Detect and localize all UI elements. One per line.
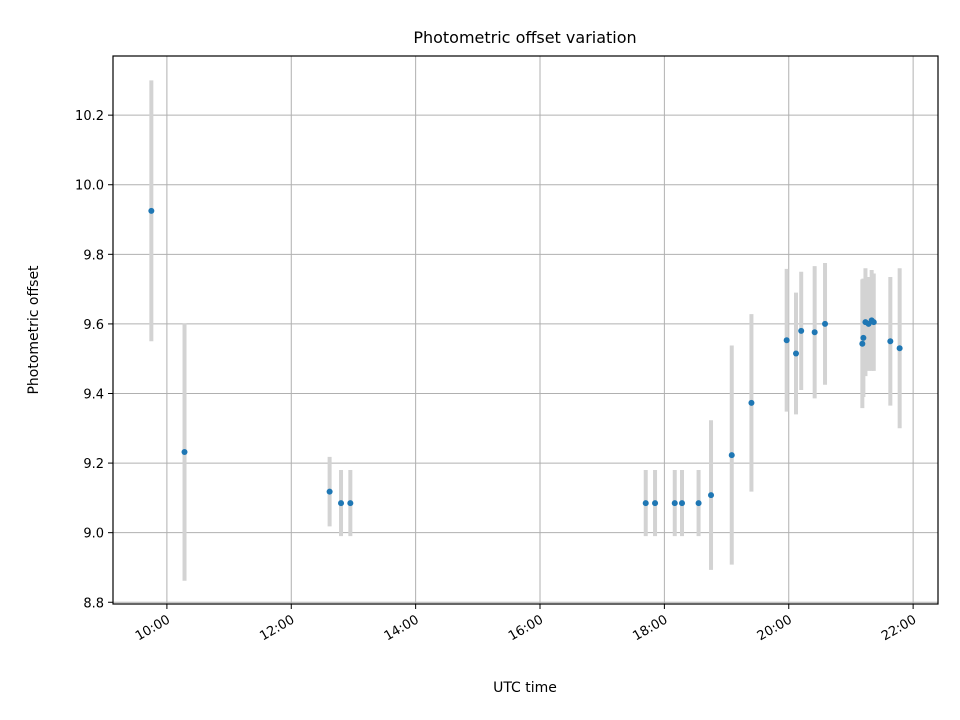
data-point bbox=[338, 500, 345, 507]
data-point bbox=[642, 500, 649, 507]
data-point bbox=[347, 500, 354, 507]
grid bbox=[113, 56, 938, 604]
data-point bbox=[671, 500, 678, 507]
data-point bbox=[783, 337, 790, 344]
data-point bbox=[860, 334, 867, 341]
y-tick-label: 10.0 bbox=[75, 179, 104, 194]
y-tick-label: 9.0 bbox=[83, 527, 104, 542]
y-tick-label: 8.8 bbox=[83, 596, 104, 611]
data-point bbox=[859, 340, 866, 347]
data-point bbox=[870, 319, 877, 326]
y-tick-label: 10.2 bbox=[75, 109, 104, 124]
y-tick-label: 9.8 bbox=[83, 248, 104, 263]
data-point bbox=[811, 329, 818, 336]
data-point bbox=[748, 399, 755, 406]
data-point bbox=[148, 207, 155, 214]
data-point bbox=[887, 338, 894, 345]
x-axis-label: UTC time bbox=[493, 680, 557, 696]
data-points bbox=[148, 207, 903, 507]
plot-frame bbox=[112, 55, 939, 605]
data-point bbox=[708, 492, 715, 499]
data-point bbox=[798, 327, 805, 334]
data-point bbox=[728, 452, 735, 459]
chart-title: Photometric offset variation bbox=[413, 28, 636, 47]
data-point bbox=[793, 350, 800, 357]
data-point bbox=[822, 320, 829, 327]
data-point bbox=[652, 500, 659, 507]
y-tick-label: 9.4 bbox=[83, 387, 104, 402]
data-point bbox=[679, 500, 686, 507]
data-point bbox=[326, 488, 333, 495]
data-point bbox=[181, 448, 188, 455]
y-axis: 8.8 9.0 9.2 9.4 9.6 9.8 10.0 10.2 bbox=[75, 109, 113, 611]
data-point bbox=[695, 500, 702, 507]
data-point bbox=[896, 345, 903, 352]
y-tick-label: 9.2 bbox=[83, 457, 104, 472]
y-axis-label: Photometric offset bbox=[26, 265, 42, 395]
y-tick-label: 9.6 bbox=[83, 318, 104, 333]
